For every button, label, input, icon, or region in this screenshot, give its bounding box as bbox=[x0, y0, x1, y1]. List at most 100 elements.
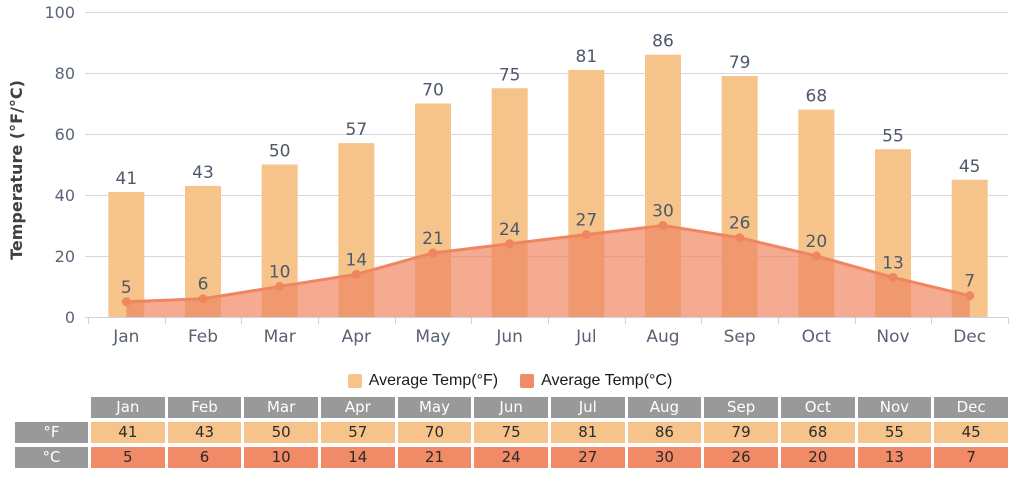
area-fill bbox=[126, 225, 970, 317]
bar-value-label: 57 bbox=[346, 120, 368, 140]
bar-value-label: 70 bbox=[422, 81, 444, 101]
x-tick-label-jun: Jun bbox=[495, 327, 523, 347]
point-oct[interactable] bbox=[811, 251, 821, 261]
table-value-cell: 5 bbox=[91, 447, 165, 468]
table-month-header-jun: Jun bbox=[474, 397, 548, 418]
table-value-cell: 24 bbox=[474, 447, 548, 468]
point-value-label: 30 bbox=[652, 202, 674, 222]
table-corner-cell bbox=[15, 397, 88, 418]
table-value-cell: 41 bbox=[91, 422, 165, 443]
bar-value-label: 75 bbox=[499, 65, 521, 85]
table-value-cell: 27 bbox=[550, 447, 625, 468]
table-value-cell: 6 bbox=[167, 447, 242, 468]
y-axis-title: Temperature (°F/°C) bbox=[7, 80, 26, 260]
table-month-header-nov: Nov bbox=[857, 397, 932, 418]
point-sep[interactable] bbox=[735, 233, 745, 243]
table-value-cell: 50 bbox=[244, 422, 318, 443]
y-tick-label: 40 bbox=[55, 186, 75, 205]
table-month-header-jan: Jan bbox=[91, 397, 165, 418]
table-row-label: °F bbox=[15, 422, 88, 443]
bar-value-label: 55 bbox=[882, 126, 904, 146]
x-tick-label-mar: Mar bbox=[264, 327, 296, 347]
point-value-label: 24 bbox=[499, 220, 521, 240]
point-feb[interactable] bbox=[198, 294, 208, 304]
point-jul[interactable] bbox=[581, 230, 591, 240]
bar-value-label: 79 bbox=[729, 53, 751, 73]
point-value-label: 10 bbox=[269, 263, 291, 283]
legend-swatch-c-icon bbox=[520, 374, 535, 388]
table-month-header-dec: Dec bbox=[934, 397, 1008, 418]
bar-value-label: 43 bbox=[192, 163, 214, 183]
legend-label-c: Average Temp(°C) bbox=[541, 372, 673, 389]
y-tick-label: 100 bbox=[44, 3, 75, 22]
legend-swatch-f-icon bbox=[347, 374, 362, 388]
table-value-cell: 79 bbox=[704, 422, 778, 443]
table-value-cell: 55 bbox=[857, 422, 932, 443]
x-tick-label-aug: Aug bbox=[646, 327, 679, 347]
table-value-cell: 14 bbox=[320, 447, 395, 468]
point-apr[interactable] bbox=[351, 269, 361, 279]
table-value-cell: 7 bbox=[934, 447, 1008, 468]
table-header-row: Jan Feb Mar Apr May Jun Jul Aug Sep Oct Nov Dec bbox=[15, 397, 1008, 418]
point-may[interactable] bbox=[428, 248, 438, 258]
bar-jan[interactable] bbox=[108, 191, 145, 317]
bar-value-label: 50 bbox=[269, 142, 291, 162]
temperature-table: Jan Feb Mar Apr May Jun Jul Aug Sep Oct Nov Dec °F 41… bbox=[12, 393, 1011, 472]
point-mar[interactable] bbox=[275, 282, 285, 291]
y-tick-label: 0 bbox=[65, 308, 75, 327]
legend-item-avg-temp-f[interactable]: Average Temp(°F) bbox=[347, 372, 499, 390]
table-value-cell: 57 bbox=[320, 422, 395, 443]
point-value-label: 20 bbox=[806, 232, 828, 252]
table-value-cell: 70 bbox=[397, 422, 472, 443]
bar-value-label: 81 bbox=[576, 47, 598, 67]
table-month-header-apr: Apr bbox=[320, 397, 395, 418]
point-value-label: 21 bbox=[422, 229, 444, 249]
point-jun[interactable] bbox=[505, 239, 515, 249]
table-value-cell: 30 bbox=[627, 447, 702, 468]
point-dec[interactable] bbox=[965, 291, 975, 301]
x-tick-label-dec: Dec bbox=[953, 327, 986, 347]
y-tick-label: 60 bbox=[55, 125, 75, 144]
table-month-header-sep: Sep bbox=[704, 397, 778, 418]
table-month-header-oct: Oct bbox=[780, 397, 855, 418]
table-value-cell: 26 bbox=[704, 447, 778, 468]
chart-legend: Average Temp(°F) Average Temp(°C) bbox=[0, 371, 1020, 391]
point-value-label: 14 bbox=[346, 250, 368, 270]
table-value-cell: 75 bbox=[474, 422, 548, 443]
table-month-header-mar: Mar bbox=[244, 397, 318, 418]
table-row: °F 41 43 50 57 70 75 81 86 79 68 55 45 bbox=[15, 422, 1008, 443]
legend-label-f: Average Temp(°F) bbox=[368, 372, 499, 389]
point-value-label: 6 bbox=[198, 275, 209, 295]
table-month-header-may: May bbox=[397, 397, 472, 418]
bar-value-label: 45 bbox=[959, 157, 981, 177]
x-tick-label-sep: Sep bbox=[724, 327, 756, 347]
y-tick-label: 80 bbox=[55, 64, 75, 83]
table-value-cell: 86 bbox=[627, 422, 702, 443]
point-value-label: 13 bbox=[882, 253, 904, 273]
x-tick-label-nov: Nov bbox=[876, 327, 909, 347]
table-value-cell: 13 bbox=[857, 447, 932, 468]
table-value-cell: 81 bbox=[550, 422, 625, 443]
table-row: °C 5 6 10 14 21 24 27 30 26 20 13 7 bbox=[15, 447, 1008, 468]
table-value-cell: 10 bbox=[244, 447, 318, 468]
table-value-cell: 43 bbox=[167, 422, 242, 443]
point-nov[interactable] bbox=[888, 272, 898, 282]
table-value-cell: 68 bbox=[780, 422, 855, 443]
bar-value-label: 41 bbox=[116, 169, 138, 189]
table-value-cell: 20 bbox=[780, 447, 855, 468]
point-value-label: 26 bbox=[729, 214, 751, 234]
point-value-label: 5 bbox=[121, 278, 132, 298]
x-tick-label-oct: Oct bbox=[802, 327, 832, 347]
point-jan[interactable] bbox=[121, 297, 131, 307]
point-aug[interactable] bbox=[658, 221, 668, 230]
y-tick-label: 20 bbox=[55, 247, 75, 266]
legend-item-avg-temp-c[interactable]: Average Temp(°C) bbox=[520, 372, 672, 390]
point-value-label: 7 bbox=[964, 272, 975, 292]
table-value-cell: 45 bbox=[934, 422, 1008, 443]
x-tick-label-apr: Apr bbox=[342, 327, 371, 347]
x-tick-label-may: May bbox=[415, 327, 450, 347]
table-month-header-feb: Feb bbox=[167, 397, 242, 418]
temp-c-line bbox=[126, 224, 971, 304]
